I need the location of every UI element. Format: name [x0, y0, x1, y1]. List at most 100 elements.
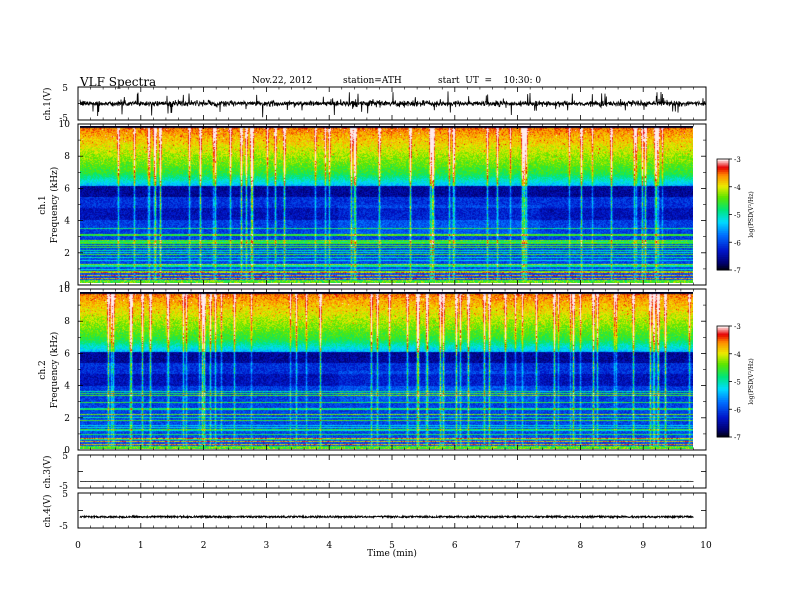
colorbar-segment	[717, 233, 729, 236]
colorbar-segment	[717, 257, 729, 260]
colorbar-segment	[717, 338, 729, 342]
colorbar-segment	[717, 372, 729, 375]
y-tick-label: 10	[59, 285, 71, 295]
colorbar-segment	[717, 249, 729, 252]
colorbar-tick-label: -7	[734, 267, 741, 275]
colorbar-segment	[717, 379, 729, 382]
colorbar-segment	[717, 159, 729, 162]
start-time-label: start UT = 10:30: 0	[438, 76, 541, 86]
colorbar-segment	[717, 242, 729, 245]
x-tick-label: 6	[452, 541, 458, 551]
ch4-ytick-bottom: -5	[59, 522, 68, 532]
colorbar-segment	[717, 331, 729, 334]
ch2-spectrogram-ylabel: Frequency (kHz)	[49, 332, 60, 409]
ch1-spectrogram-panel: 0 2 4 6 8 10 Frequency (kHz) ch.1	[38, 120, 707, 291]
colorbar-segment	[717, 168, 729, 171]
colorbar-segment	[717, 429, 729, 432]
time-axis-tick-labels: 0 1 2 3 4 5 6 7 8 9 10	[75, 541, 712, 551]
colorbar-tick-label: -4	[734, 184, 741, 192]
colorbar-segment	[717, 353, 729, 357]
colorbar-segment	[717, 377, 729, 381]
colorbar-segment	[717, 390, 729, 394]
colorbar-segment	[717, 412, 729, 416]
colorbar-segment	[717, 414, 729, 418]
colorbar-segment	[717, 409, 729, 412]
ch3-ytick-top: 5	[62, 452, 68, 462]
y-tick-label: 0	[64, 281, 70, 291]
colorbar-segment	[717, 196, 729, 199]
time-axis-label: Time (min)	[367, 548, 417, 559]
colorbar-segment	[717, 268, 729, 271]
ch2-channel-label: ch.2	[38, 360, 48, 379]
ch1-colorbar: -3 -4 -5 -6 -7 log(PSD(V²/Hz)	[716, 156, 755, 275]
colorbar-segment	[717, 405, 729, 408]
colorbar-segment	[717, 329, 729, 333]
colorbar-segment	[717, 359, 729, 362]
x-tick-label: 4	[326, 541, 332, 551]
colorbar-segment	[717, 225, 729, 228]
colorbar-tick-label: -3	[734, 156, 741, 164]
colorbar-tick-label: -5	[734, 212, 741, 220]
colorbar-segment	[717, 396, 729, 399]
colorbar-segment	[717, 394, 729, 397]
colorbar-segment	[717, 344, 729, 347]
colorbar-segment	[717, 388, 729, 392]
ch1-spectrogram-yticks: 0 2 4 6 8 10	[59, 120, 706, 291]
colorbar-segment	[717, 258, 729, 262]
ch1-spectrogram-image	[80, 126, 693, 283]
colorbar-segment	[717, 342, 729, 345]
colorbar-segment	[717, 253, 729, 256]
colorbar-segment	[717, 427, 729, 431]
colorbar-segment	[717, 403, 729, 407]
colorbar-segment	[717, 392, 729, 395]
ch3-waveform-panel: 5 -5 ch.3(V)	[42, 452, 707, 492]
colorbar-segment	[717, 177, 729, 180]
colorbar-segment	[717, 166, 729, 169]
ch1-waveform-panel: 5 -5 ch.1(V)	[42, 84, 707, 124]
x-tick-label: 3	[264, 541, 270, 551]
colorbar-segment	[717, 260, 729, 264]
colorbar-segment	[717, 348, 729, 351]
colorbar-segment	[717, 171, 729, 175]
x-tick-label: 2	[201, 541, 207, 551]
colorbar-segment	[717, 364, 729, 368]
colorbar-segment	[717, 160, 729, 164]
colorbar-segment	[717, 340, 729, 344]
colorbar-segment	[717, 387, 729, 390]
colorbar-segment	[717, 355, 729, 358]
x-tick-label: 10	[700, 541, 712, 551]
colorbar-segment	[717, 435, 729, 438]
y-tick-label: 10	[59, 120, 71, 130]
colorbar-segment	[717, 357, 729, 360]
y-tick-label: 8	[64, 152, 70, 162]
colorbar-segment	[717, 333, 729, 336]
colorbar-segment	[717, 214, 729, 217]
colorbar-segment	[717, 175, 729, 178]
colorbar-segment	[717, 194, 729, 197]
colorbar-segment	[717, 240, 729, 243]
colorbar-segment	[717, 247, 729, 251]
colorbar-segment	[717, 400, 729, 403]
colorbar-segment	[717, 424, 729, 427]
y-tick-label: 2	[64, 249, 70, 259]
x-tick-label: 9	[640, 541, 646, 551]
x-tick-label: 5	[389, 541, 395, 551]
ch1-waveform-line	[79, 91, 707, 118]
ch2-spectrogram-yticks: 0 2 4 6 8 10	[59, 285, 706, 456]
colorbar-label: log(PSD(V²/Hz)	[748, 358, 755, 405]
ch1-ytick-top: 5	[62, 84, 68, 94]
y-tick-label: 8	[64, 317, 70, 327]
colorbar-segment	[717, 350, 729, 353]
colorbar-segment	[717, 374, 729, 377]
colorbar-segment	[717, 266, 729, 269]
colorbar-segment	[717, 327, 729, 331]
colorbar-segment	[717, 398, 729, 401]
colorbar-segment	[717, 255, 729, 258]
colorbar-segment	[717, 183, 729, 186]
station-label: station=ATH	[343, 76, 402, 86]
colorbar-segment	[717, 264, 729, 267]
figure-title: VLF Spectra	[79, 75, 156, 89]
colorbar-tick-label: -5	[734, 379, 741, 387]
colorbar-segment	[717, 401, 729, 405]
colorbar-tick-label: -7	[734, 434, 741, 442]
